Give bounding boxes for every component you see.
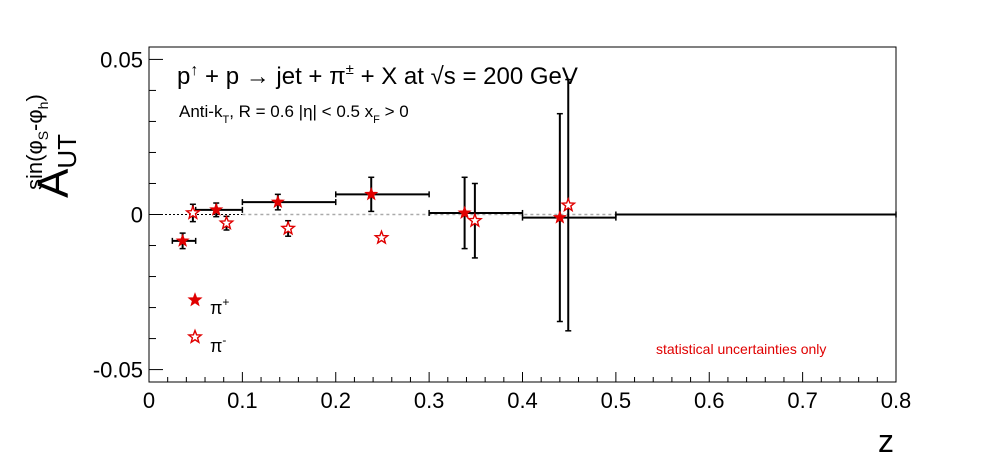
- subtitle-anti: Anti-k: [179, 102, 223, 121]
- title-p: p: [177, 63, 190, 90]
- pi-minus-point: [466, 212, 483, 228]
- pi-plus-point: [209, 202, 224, 216]
- legend-star-open: [186, 328, 204, 344]
- ylabel-ut: UT: [52, 134, 82, 169]
- pi-minus-point: [218, 214, 235, 231]
- pi-plus-point: [364, 186, 379, 201]
- chart-subtitle: Anti-kT, R = 0.6 |η| < 0.5 xF > 0: [179, 102, 409, 126]
- y-tick-label: -0.05: [93, 358, 143, 383]
- title-jet: jet + π: [270, 63, 346, 90]
- x-tick-label: 0.8: [881, 388, 912, 413]
- pi-minus-point: [184, 204, 201, 220]
- legend: π+ π-: [186, 292, 229, 356]
- y-tick-label: 0: [131, 203, 143, 228]
- legend-pi-plus-sup: +: [222, 295, 229, 309]
- subtitle-rest: , R = 0.6 |η| < 0.5 x: [229, 102, 373, 121]
- y-tick-label: 0.05: [100, 47, 143, 72]
- legend-label-pi-plus: π+: [210, 295, 229, 318]
- pi-minus-point: [280, 219, 297, 236]
- pi-plus-point: [175, 233, 190, 247]
- legend-pi-minus-base: π: [210, 336, 222, 356]
- x-tick-label: 0: [143, 388, 155, 413]
- x-tick-label: 0.2: [320, 388, 351, 413]
- x-tick-label: 0.1: [227, 388, 258, 413]
- ylabel-h-sub: h: [35, 102, 51, 110]
- legend-pi-plus-base: π: [210, 298, 222, 318]
- ylabel-sin: sin(φ: [22, 140, 47, 190]
- subtitle-t-sub: T: [222, 114, 229, 126]
- x-tick-label: 0.5: [601, 388, 632, 413]
- pi-minus-point: [373, 229, 390, 245]
- markers: [175, 186, 577, 247]
- subtitle-end: > 0: [380, 102, 409, 121]
- ylabel-close: ): [22, 94, 47, 101]
- x-axis-title: z: [878, 423, 894, 459]
- title-plus-p: + p: [198, 63, 245, 90]
- title-arrow-up: ↑: [190, 62, 198, 79]
- svg-text:AUT: AUT: [29, 134, 82, 198]
- title-arrow: →: [246, 63, 270, 90]
- title-sqrt: √: [431, 63, 445, 90]
- chart-title: p↑ + p → jet + π± + X at √s = 200 GeV: [177, 61, 578, 90]
- legend-star-filled: [187, 292, 203, 307]
- pi-plus-point: [552, 210, 567, 224]
- x-tick-label: 0.4: [507, 388, 538, 413]
- pi-plus-point: [457, 205, 472, 219]
- title-plus-x: + X at: [354, 63, 431, 90]
- x-ticks: 0 0.1 0.2 0.3 0.4 0.5 0.6 0.7 0.8: [143, 372, 911, 413]
- legend-label-pi-minus: π-: [210, 333, 226, 356]
- title-pm: ±: [346, 61, 354, 78]
- subtitle-f-sub: F: [373, 114, 380, 126]
- pi-minus-point: [560, 196, 577, 213]
- legend-marker-pi-minus: [186, 328, 204, 344]
- y-axis-title: AUT sin(φS-φh): [22, 94, 82, 198]
- pi-plus-point: [270, 194, 285, 209]
- svg-text:sin(φS-φh): sin(φS-φh): [22, 94, 51, 190]
- title-s: s = 200 GeV: [444, 63, 578, 90]
- ylabel-mid: -φ: [22, 109, 47, 131]
- stat-uncertainty-note: statistical uncertainties only: [656, 341, 826, 357]
- y-ticks: -0.05 0 0.05: [93, 47, 163, 383]
- ylabel-s-sub: S: [35, 131, 51, 140]
- x-tick-label: 0.6: [694, 388, 725, 413]
- x-tick-label: 0.7: [787, 388, 818, 413]
- legend-pi-minus-sup: -: [222, 333, 226, 347]
- legend-marker-pi-plus: [187, 292, 203, 307]
- x-tick-label: 0.3: [414, 388, 445, 413]
- ylabel-a: A: [29, 168, 78, 198]
